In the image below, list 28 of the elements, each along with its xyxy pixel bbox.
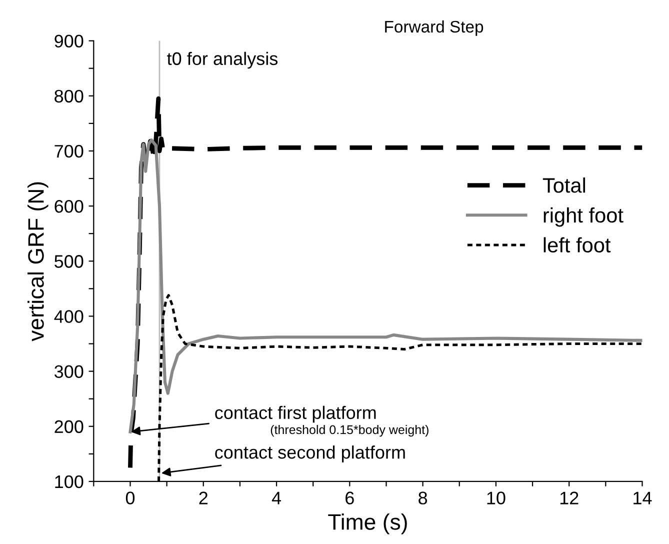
legend-label: right foot: [544, 207, 624, 227]
y-tick-label: 600: [54, 200, 84, 213]
y-tick-label: 500: [54, 255, 84, 268]
annotation: contact first platform: [215, 406, 376, 423]
x-tick-label: 12: [560, 492, 578, 504]
legend-label: Total: [542, 178, 586, 193]
annotation: (threshold 0.15*body weight): [270, 424, 428, 437]
ref-line-label: t0 for analysis: [167, 52, 278, 69]
x-tick-label: 2: [199, 492, 208, 504]
y-tick-label: 900: [54, 34, 84, 48]
y-tick-label: 400: [54, 310, 84, 323]
x-tick-label: 10: [487, 492, 506, 504]
y-tick-label: 300: [54, 365, 84, 378]
x-tick-label: 4: [272, 492, 282, 504]
chart-title: Forward Step: [385, 20, 484, 36]
y-tick-label: 800: [54, 90, 84, 103]
legend-label: left foot: [544, 237, 611, 252]
y-tick-label: 200: [54, 420, 84, 434]
x-tick-label: 14: [634, 492, 652, 504]
y-tick-label: 100: [55, 475, 84, 488]
x-axis-title: Time (s): [328, 514, 407, 534]
x-tick-label: 6: [346, 492, 354, 504]
annotation: contact second platform: [215, 445, 405, 462]
x-tick-label: 8: [418, 492, 428, 504]
x-tick-label: 0: [126, 492, 135, 504]
line-series: [128, 96, 642, 470]
y-tick-label: 700: [54, 144, 84, 158]
y-axis-title: vertical GRF (N): [28, 182, 48, 342]
